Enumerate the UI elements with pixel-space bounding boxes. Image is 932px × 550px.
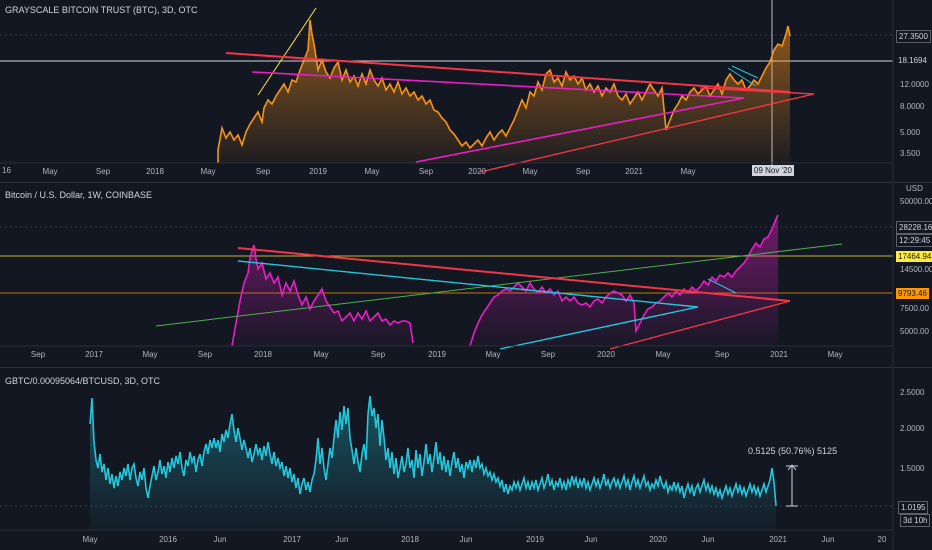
gbtc-price-line: [217, 19, 791, 163]
x-axis-tick: 2017: [283, 535, 301, 544]
x-axis-tick: May: [200, 167, 215, 176]
ratio-title: GBTC/0.00095064/BTCUSD, 3D, OTC: [5, 376, 161, 386]
y-axis-tick: 50000.00: [900, 197, 932, 206]
x-axis-partial-label: 16: [2, 166, 11, 175]
btcusd-title: Bitcoin / U.S. Dollar, 1W, COINBASE: [5, 190, 153, 200]
x-axis-tick: Jun: [336, 535, 349, 544]
x-axis-tick: Sep: [371, 350, 386, 359]
trendline-cyan-small[interactable]: [707, 278, 737, 294]
x-axis-tick: 2021: [625, 167, 643, 176]
y-axis-tick: 3.500: [900, 149, 921, 158]
x-axis-tick: 2019: [309, 167, 327, 176]
measure-label: 0.5125 (50.76%) 5125: [748, 446, 838, 456]
x-axis-tick: Sep: [256, 167, 271, 176]
y-axis-tick: 8.0000: [900, 102, 925, 111]
trendline-magenta[interactable]: [251, 71, 745, 99]
gbtc-title: GRAYSCALE BITCOIN TRUST (BTC), 3D, OTC: [5, 5, 198, 15]
x-axis-tick: Sep: [715, 350, 730, 359]
gbtc-price-area: [218, 20, 790, 163]
ratio-countdown-badge: 3d 10h: [900, 514, 931, 527]
x-axis-tick: May: [142, 350, 157, 359]
x-axis-tick: Sep: [96, 167, 111, 176]
x-axis-tick: Jun: [702, 535, 715, 544]
x-axis-tick: 2018: [254, 350, 272, 359]
y-axis-tick: 2.0000: [900, 424, 925, 433]
trendline-green[interactable]: [155, 243, 843, 327]
x-axis-tick: May: [82, 535, 97, 544]
ratio-chart[interactable]: 1.5000 2.0000 2.5000 May 2016 Jun 2017 Jun 2018…: [0, 368, 932, 550]
measure-tool[interactable]: [786, 464, 798, 507]
trendline-yellow[interactable]: [257, 7, 317, 96]
gbtc-chart[interactable]: 3.500 5.000 8.0000 12.0000 May Sep 2018 May Sep…: [0, 0, 932, 182]
x-axis-tick: Sep: [419, 167, 434, 176]
trendline-cyan[interactable]: [727, 67, 757, 87]
gbtc-price-badge: 27.3500: [896, 30, 931, 43]
x-axis-tick: May: [42, 167, 57, 176]
btc-price-line-2018: [231, 244, 414, 347]
x-axis-tick: 2020: [468, 167, 486, 176]
x-axis-tick: Sep: [31, 350, 46, 359]
date-crosshair-badge: 09 Nov '20: [752, 165, 794, 176]
ratio-price-badge: 1.0195: [898, 501, 929, 514]
x-axis-tick: Jun: [585, 535, 598, 544]
orange-line-badge: 9793.46: [896, 288, 929, 299]
x-axis-tick: May: [655, 350, 670, 359]
x-axis-tick: 20: [878, 535, 887, 544]
x-axis-tick: 2017: [85, 350, 103, 359]
ratio-area: [90, 396, 776, 530]
btc-price-badge: 28228.16: [896, 221, 932, 234]
x-axis-tick: 2019: [428, 350, 446, 359]
x-axis-tick: May: [680, 167, 695, 176]
trendline-cyan-low[interactable]: [499, 306, 699, 350]
trendline-red-low[interactable]: [609, 300, 791, 350]
x-axis-tick: 2021: [770, 350, 788, 359]
y-axis-tick: 14500.00: [900, 265, 932, 274]
x-axis-tick: Sep: [541, 350, 556, 359]
btc-usd-unit: USD: [906, 184, 923, 193]
btc-price-area: [232, 215, 778, 346]
trendline-magenta-low[interactable]: [415, 97, 745, 163]
x-axis-tick: May: [522, 167, 537, 176]
ratio-line: [89, 395, 777, 507]
x-axis-tick: 2016: [159, 535, 177, 544]
x-axis-tick: 2020: [597, 350, 615, 359]
trendline-red-low[interactable]: [479, 93, 815, 173]
btcusd-pane[interactable]: 5000.00 7500.00 14500.00 50000.00 Sep 2017 Ma…: [0, 183, 932, 367]
x-axis-tick: Sep: [198, 350, 213, 359]
x-axis-tick: May: [313, 350, 328, 359]
gbtc-pane[interactable]: 3.500 5.000 8.0000 12.0000 May Sep 2018 May Sep…: [0, 0, 932, 182]
ratio-pane[interactable]: 1.5000 2.0000 2.5000 May 2016 Jun 2017 Jun 2018…: [0, 368, 932, 550]
x-axis-tick: 2018: [401, 535, 419, 544]
y-axis-tick: 1.5000: [900, 464, 925, 473]
x-axis-tick: Jun: [822, 535, 835, 544]
x-axis-tick: 2020: [649, 535, 667, 544]
y-axis-tick: 5000.00: [900, 327, 929, 336]
x-axis-tick: May: [364, 167, 379, 176]
yellow-line-badge: 17464.94: [896, 251, 932, 262]
x-axis-tick: Jun: [460, 535, 473, 544]
x-axis-tick: Jun: [214, 535, 227, 544]
trendline-red-top[interactable]: [237, 247, 791, 302]
gbtc-crosshair-badge: 18.1694: [896, 55, 929, 66]
y-axis-tick: 12.0000: [900, 80, 929, 89]
trendline-red-top[interactable]: [225, 52, 791, 93]
x-axis-tick: 2019: [526, 535, 544, 544]
x-axis-tick: May: [827, 350, 842, 359]
y-axis-tick: 7500.00: [900, 304, 929, 313]
y-axis-tick: 2.5000: [900, 388, 925, 397]
trendline-red-mid[interactable]: [699, 87, 815, 95]
x-axis-tick: May: [485, 350, 500, 359]
y-axis-tick: 5.000: [900, 128, 921, 137]
btc-price-line: [469, 214, 779, 347]
btc-countdown-badge: 12:29:45: [896, 234, 932, 247]
x-axis-tick: 2018: [146, 167, 164, 176]
btcusd-chart[interactable]: 5000.00 7500.00 14500.00 50000.00 Sep 2017 Ma…: [0, 183, 932, 367]
trendline-cyan-top[interactable]: [237, 260, 699, 308]
x-axis-tick: 2021: [769, 535, 787, 544]
x-axis-tick: Sep: [576, 167, 591, 176]
